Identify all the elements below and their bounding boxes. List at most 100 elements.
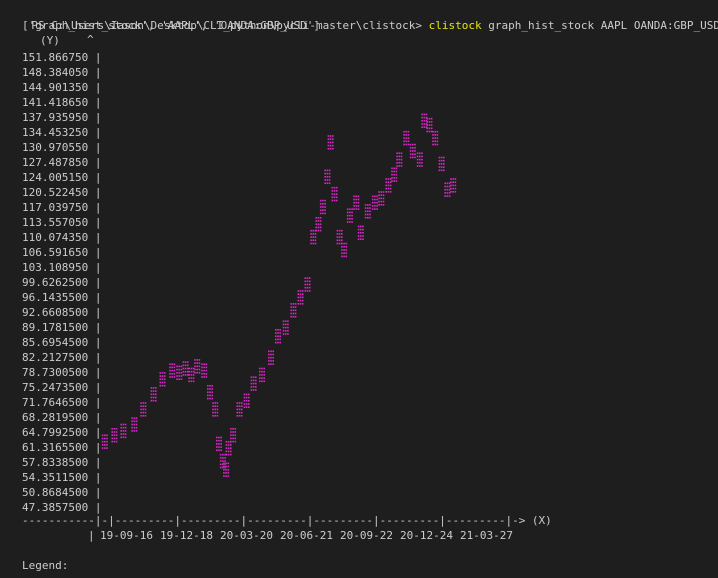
data-point: [182, 367, 185, 370]
data-point: [407, 140, 410, 143]
data-point: [319, 223, 322, 225]
data-point: [421, 113, 423, 116]
data-point: [428, 117, 431, 120]
data-point: [277, 338, 279, 341]
data-point: [391, 167, 393, 170]
data-point: [405, 137, 408, 139]
data-point: [150, 393, 153, 396]
data-point: [214, 411, 216, 414]
data-point: [187, 370, 189, 373]
data-point: [219, 463, 222, 466]
data-point: [367, 213, 369, 216]
data-point: [194, 365, 196, 368]
data-point: [142, 415, 145, 417]
data-point: [391, 177, 393, 179]
data-point: [106, 434, 108, 437]
data-point: [131, 420, 133, 423]
data-point: [161, 378, 164, 381]
data-point: [393, 177, 395, 179]
data-point: [245, 406, 248, 408]
data-point: [444, 195, 446, 197]
data-point: [245, 403, 248, 405]
data-point: [240, 402, 243, 404]
data-point: [297, 299, 300, 302]
data-point: [211, 394, 213, 397]
data-point: [268, 353, 270, 356]
data-point: [357, 195, 360, 198]
data-point: [409, 156, 412, 159]
x-tick-label: 20-03-20: [220, 529, 273, 542]
data-point: [312, 239, 315, 242]
data-point: [216, 443, 218, 445]
command-name: clistock: [428, 19, 482, 32]
data-point: [349, 221, 351, 223]
data-point: [184, 361, 187, 363]
data-point: [398, 165, 401, 167]
data-point: [144, 405, 147, 407]
data-point: [176, 378, 178, 380]
data-point: [230, 447, 232, 449]
data-point: [407, 137, 410, 139]
data-point: [212, 408, 214, 411]
data-point: [106, 444, 108, 446]
data-point: [287, 333, 289, 335]
data-point: [240, 408, 243, 411]
data-point: [443, 169, 445, 172]
data-point: [355, 201, 358, 204]
data-point: [120, 430, 122, 432]
data-point: [171, 363, 173, 365]
x-tick-label: 19-09-16: [100, 529, 153, 542]
data-point: [338, 239, 341, 242]
data-point: [124, 436, 127, 439]
data-point: [261, 380, 263, 383]
data-point: [124, 430, 127, 432]
data-point: [425, 123, 428, 125]
data-point: [327, 144, 330, 147]
data-point: [405, 130, 408, 133]
data-point: [263, 377, 265, 379]
data-point: [308, 290, 311, 292]
data-point: [152, 393, 155, 396]
data-point: [225, 468, 227, 471]
data-point: [341, 249, 343, 251]
data-point: [308, 283, 311, 286]
data-point: [403, 137, 405, 139]
data-point: [230, 437, 232, 440]
data-point: [159, 372, 162, 374]
data-point: [382, 204, 385, 206]
data-point: [389, 187, 392, 190]
data-point: [310, 233, 312, 235]
data-point: [412, 156, 414, 159]
data-point: [306, 283, 309, 286]
data-point: [345, 255, 348, 258]
data-point: [219, 453, 222, 456]
data-point: [409, 153, 412, 155]
data-point: [161, 372, 164, 374]
data-point: [211, 388, 213, 390]
data-point: [133, 430, 136, 432]
data-point: [419, 155, 421, 158]
data-point: [405, 143, 408, 146]
data-point: [317, 223, 320, 225]
data-point: [421, 162, 423, 164]
data-point: [378, 191, 380, 193]
data-point: [252, 382, 255, 385]
data-point: [290, 309, 292, 312]
data-point: [335, 196, 338, 199]
data-point: [135, 426, 138, 429]
data-point: [301, 299, 304, 302]
data-point: [101, 447, 104, 449]
data-point: [203, 373, 205, 375]
data-point: [198, 368, 201, 371]
data-point: [120, 426, 122, 429]
data-point: [261, 367, 263, 370]
data-point: [362, 232, 364, 234]
data-point: [180, 375, 183, 377]
data-point: [387, 187, 390, 190]
data-point: [212, 415, 214, 417]
data-point: [335, 190, 338, 192]
command-args: graph_hist_stock AAPL OANDA:GBP_USD: [488, 19, 718, 32]
data-point: [328, 179, 331, 181]
data-point: [400, 165, 403, 167]
data-point: [173, 369, 176, 372]
